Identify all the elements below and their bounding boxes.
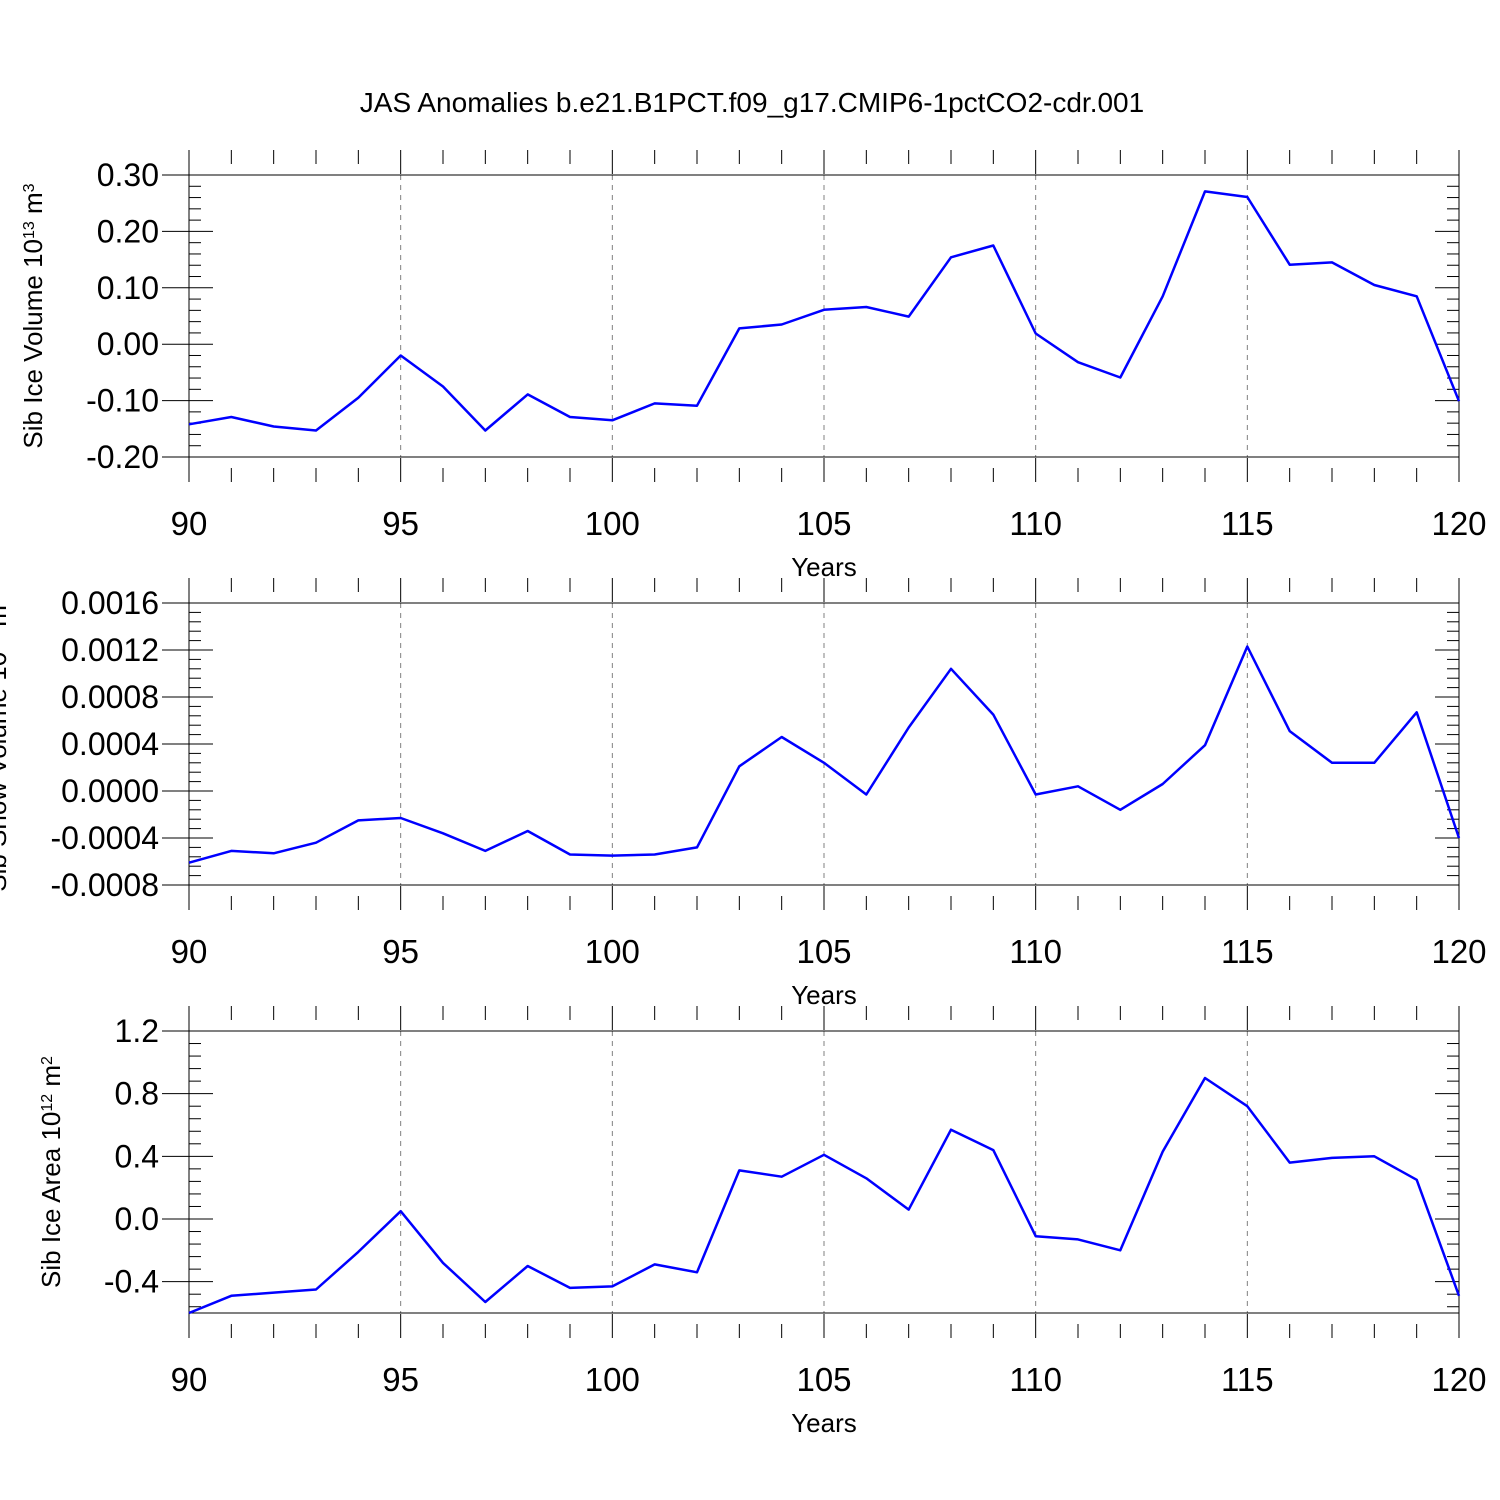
y-tick-label: 0.0012 <box>61 632 159 668</box>
panel-1: -0.20 -0.10 0.00 0.10 0.20 0.30 90 95 100 105 110 1… <box>18 150 1487 582</box>
x-tick-label: 90 <box>171 933 208 970</box>
series-line <box>188 1076 1461 1315</box>
x-tick-label: 110 <box>1009 505 1062 542</box>
x-tick-label: 115 <box>1221 933 1274 970</box>
x-tick-label: 95 <box>382 1361 419 1398</box>
y-tick-label: -0.0004 <box>50 820 159 856</box>
y-tick-label: 0.00 <box>97 326 159 362</box>
x-tick-label: 100 <box>585 933 640 970</box>
x-axis-title: Years <box>791 980 857 1010</box>
x-tick-label: 105 <box>796 933 851 970</box>
x-axis-title: Years <box>791 552 857 582</box>
y-tick-label: -0.0008 <box>50 867 159 903</box>
chart-panels: -0.20 -0.10 0.00 0.10 0.20 0.30 90 95 100 105 110 1… <box>0 150 1487 1438</box>
x-tick-label: 115 <box>1221 1361 1274 1398</box>
y-tick-label: 0.4 <box>115 1138 159 1174</box>
y-tick-label: 0.0008 <box>61 679 159 715</box>
y-tick-label: 0.0004 <box>61 726 159 762</box>
series-line <box>188 190 1461 432</box>
y-tick-label: 0.0000 <box>61 773 159 809</box>
x-tick-label: 120 <box>1431 505 1486 542</box>
x-tick-label: 120 <box>1431 1361 1486 1398</box>
y-tick-label: 0.8 <box>115 1076 159 1112</box>
y-axis-title: Sib Ice Area 1012 m2 <box>36 1056 66 1288</box>
x-tick-label: 100 <box>585 1361 640 1398</box>
panel-3: -0.4 0.0 0.4 0.8 1.2 90 95 100 105 110 115 120 Years… <box>36 1006 1487 1438</box>
x-tick-label: 120 <box>1431 933 1486 970</box>
series-line <box>188 645 1461 864</box>
x-tick-label: 95 <box>382 933 419 970</box>
y-tick-label: -0.4 <box>104 1264 159 1300</box>
x-tick-label: 105 <box>796 505 851 542</box>
x-tick-label: 110 <box>1009 933 1062 970</box>
y-axis-title: Sib Ice Volume 1013 m3 <box>18 183 48 448</box>
x-tick-label: 110 <box>1009 1361 1062 1398</box>
x-tick-label: 90 <box>171 505 208 542</box>
y-tick-label: 0.10 <box>97 270 159 306</box>
x-tick-label: 105 <box>796 1361 851 1398</box>
panel-2: -0.0008 -0.0004 0.0000 0.0004 0.0008 0.0012 0.… <box>0 578 1487 1010</box>
y-tick-label: 0.0 <box>115 1201 159 1237</box>
y-tick-label: 1.2 <box>115 1013 159 1049</box>
y-tick-label: 0.0016 <box>61 585 159 621</box>
y-tick-label: -0.20 <box>86 439 159 475</box>
x-tick-label: 90 <box>171 1361 208 1398</box>
x-tick-label: 100 <box>585 505 640 542</box>
x-tick-label: 95 <box>382 505 419 542</box>
y-tick-label: 0.30 <box>97 157 159 193</box>
x-tick-label: 115 <box>1221 505 1274 542</box>
chart-title: JAS Anomalies b.e21.B1PCT.f09_g17.CMIP6-… <box>360 87 1144 118</box>
x-axis-title: Years <box>791 1408 857 1438</box>
y-tick-label: -0.10 <box>86 383 159 419</box>
y-tick-label: 0.20 <box>97 213 159 249</box>
y-axis-title: Sib Snow Volume 1013 m3 <box>0 596 12 892</box>
